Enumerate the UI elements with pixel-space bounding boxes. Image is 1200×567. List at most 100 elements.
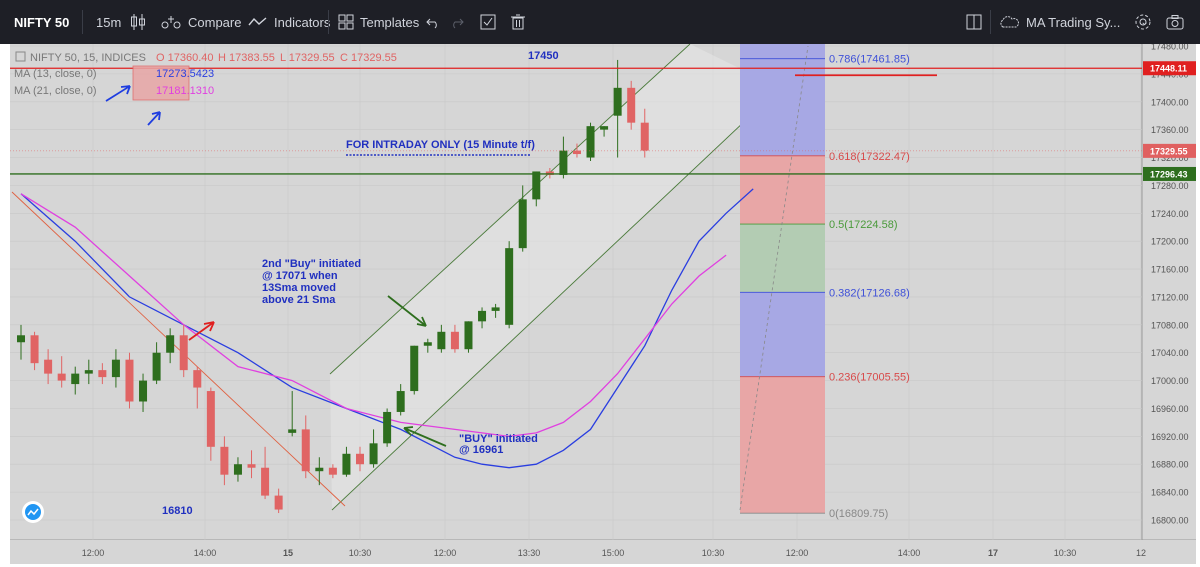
x-tick-label: 12:00 xyxy=(82,548,105,558)
y-tick-label: 17400.00 xyxy=(1151,97,1189,107)
y-tick-label: 17200.00 xyxy=(1151,237,1189,247)
y-tick-label: 16800.00 xyxy=(1151,516,1189,526)
x-tick-label: 14:00 xyxy=(194,548,217,558)
blue-arrow-ma21 xyxy=(147,111,161,126)
x-tick-label: 17 xyxy=(988,548,998,558)
x-tick-label: 13:30 xyxy=(518,548,541,558)
fib-level-label: 0.618(17322.47) xyxy=(829,151,910,163)
candlestick-icon xyxy=(131,14,145,30)
fib-level-label: 0.786(17461.85) xyxy=(829,54,910,66)
time-axis[interactable] xyxy=(10,540,1196,564)
settings-button[interactable] xyxy=(1134,0,1152,44)
undo-icon xyxy=(426,18,437,29)
y-tick-label: 17160.00 xyxy=(1151,265,1189,275)
candle-body xyxy=(559,150,568,175)
indicators-button[interactable]: Indicators xyxy=(248,0,330,44)
ma21-line xyxy=(20,193,727,438)
candle-body xyxy=(532,171,541,200)
green-arrow-second-buy xyxy=(387,295,427,327)
channel-fill xyxy=(330,44,780,510)
plot-area[interactable] xyxy=(10,44,1142,540)
y-tick-label: 17000.00 xyxy=(1151,376,1189,386)
candle-body xyxy=(71,373,80,385)
legend-title: NIFTY 50, 15, INDICES xyxy=(30,52,146,64)
y-tick-label: 16920.00 xyxy=(1151,432,1189,442)
candle-body xyxy=(478,310,487,322)
y-tick-label: 17480.00 xyxy=(1151,44,1189,52)
symbol-button[interactable]: NIFTY 50 xyxy=(14,0,69,44)
fib-level-label: 0.236(17005.55) xyxy=(829,372,910,384)
templates-label: Templates xyxy=(360,14,420,30)
candle-body xyxy=(464,321,473,350)
undo-button[interactable] xyxy=(426,0,440,44)
templates-button[interactable]: Templates xyxy=(338,0,419,44)
price-tag-label: 17329.55 xyxy=(1150,146,1188,156)
candle-body xyxy=(328,467,337,475)
layout-name-button[interactable]: MA Trading Sy... ⌄ xyxy=(998,0,1149,44)
price-tag-label: 17448.11 xyxy=(1150,64,1187,74)
candle-body xyxy=(437,331,446,350)
redo-icon xyxy=(453,18,464,29)
ma13-label: MA (13, close, 0) xyxy=(14,68,97,80)
layout-button[interactable] xyxy=(966,0,982,44)
fib-zone xyxy=(740,376,825,514)
compare-button[interactable]: Compare xyxy=(160,0,241,44)
save-button[interactable] xyxy=(480,0,496,44)
y-tick-label: 16840.00 xyxy=(1151,488,1189,498)
candle-body xyxy=(627,87,636,123)
tv-logo[interactable] xyxy=(22,501,44,523)
y-tick-label: 17120.00 xyxy=(1151,292,1189,302)
price-tag-label: 17296.43 xyxy=(1150,169,1188,179)
chart-type-button[interactable] xyxy=(130,0,146,44)
y-tick-label: 16960.00 xyxy=(1151,404,1189,414)
toolbar-divider xyxy=(328,10,329,34)
y-tick-label: 17040.00 xyxy=(1151,348,1189,358)
indicators-icon xyxy=(248,17,267,26)
candle-body xyxy=(111,359,120,378)
snapshot-button[interactable] xyxy=(1166,0,1184,44)
blue-arrow-ma13 xyxy=(105,85,131,102)
delete-button[interactable] xyxy=(510,0,526,44)
candle-body xyxy=(152,352,161,381)
highlight-box xyxy=(132,65,190,101)
y-tick-label: 16880.00 xyxy=(1151,460,1189,470)
candle-body xyxy=(274,495,283,510)
candle-body xyxy=(450,331,459,350)
candle-body xyxy=(193,370,202,388)
fib-level-label: 0.5(17224.58) xyxy=(829,219,898,231)
redo-button[interactable] xyxy=(450,0,464,44)
candle-body xyxy=(518,199,527,249)
cloud-icon xyxy=(1000,16,1019,28)
y-tick-label: 17080.00 xyxy=(1151,320,1189,330)
price-tag xyxy=(1143,61,1196,76)
gear-icon xyxy=(1135,14,1151,30)
price-tag xyxy=(1143,143,1196,158)
price-axis[interactable] xyxy=(1142,44,1196,540)
ma21-value: 17181.1310 xyxy=(156,85,214,97)
candle-body xyxy=(233,464,242,475)
price-tag xyxy=(1143,166,1196,181)
intraday-note: FOR INTRADAY ONLY (15 Minute t/f) xyxy=(346,139,535,151)
y-tick-label: 17360.00 xyxy=(1151,125,1189,135)
candle-body xyxy=(261,467,270,496)
legend-low: L 17329.55 xyxy=(280,52,335,64)
compare-icon xyxy=(161,16,181,29)
fib-level-label: 0.382(17126.68) xyxy=(829,287,910,299)
red-arrow xyxy=(188,321,215,341)
candle-body xyxy=(98,370,107,378)
fib-zone xyxy=(740,224,825,293)
candle-body xyxy=(613,87,622,116)
candle-body xyxy=(586,126,595,158)
fib-level-label: 0(16809.75) xyxy=(829,508,888,520)
candle-body xyxy=(491,307,500,311)
candle-body xyxy=(369,443,378,465)
candle-body xyxy=(572,150,581,155)
price-chart[interactable]: 0.786(17461.85) 0.618(17322.47) 0.5(17224.… xyxy=(0,44,1200,567)
interval-button[interactable]: 15m xyxy=(96,0,121,44)
first-buy-note: "BUY" initiated @ 16961 xyxy=(459,433,541,456)
legend-collapse-icon[interactable] xyxy=(15,51,26,62)
candle-body xyxy=(84,370,93,374)
x-tick-label: 10:30 xyxy=(702,548,725,558)
bottom-level-label: 16810 xyxy=(162,505,193,517)
fib-zone xyxy=(740,58,825,156)
